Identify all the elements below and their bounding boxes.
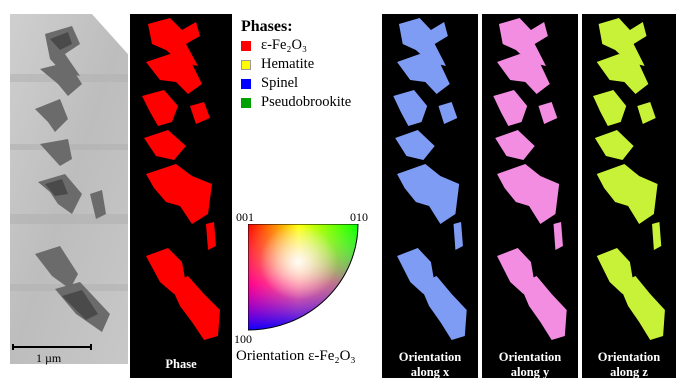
orientation-z-label-line2: along z [610, 365, 648, 378]
scale-bar-label: 1 µm [36, 351, 62, 365]
scale-bar [12, 344, 94, 350]
ipf-key [247, 223, 360, 332]
legend-item: Spinel [241, 74, 381, 93]
orientation-z-label-line1: Orientation [597, 350, 661, 364]
tem-image-panel [10, 14, 128, 364]
scale-bar-tick-left [12, 344, 14, 350]
legend-swatch-pseudobrookite [241, 97, 251, 108]
legend-item: Hematite [241, 55, 381, 74]
ipf-color-key [247, 223, 359, 331]
legend-title: Phases: [241, 18, 293, 35]
phase-map [142, 18, 220, 340]
phase-panel: Phase [130, 14, 232, 378]
orientation-z-map [593, 18, 665, 340]
scale-bar-tick-right [90, 344, 92, 350]
legend-label: ε-Fe₂O₃ [261, 37, 307, 53]
legend-label: Spinel [261, 75, 299, 91]
orientation-x-map [393, 18, 467, 340]
legend: Phases: ε-Fe₂O₃ Hematite Spinel Pseudobr… [241, 18, 381, 112]
orientation-z-panel: Orientation along z [582, 14, 676, 378]
legend-swatch-spinel [241, 78, 251, 89]
ipf-corner-100: 100 [234, 332, 252, 346]
scale-bar-line [12, 346, 92, 348]
orientation-y-label-line2: along y [510, 365, 550, 378]
legend-label: Pseudobrookite [261, 94, 352, 110]
tem-micrograph [10, 14, 128, 364]
orientation-y-map [493, 18, 567, 340]
orientation-x-panel: Orientation along x [382, 14, 478, 378]
legend-label: Hematite [261, 56, 315, 72]
legend-item: ε-Fe₂O₃ [241, 36, 381, 55]
legend-swatch-hematite [241, 59, 251, 70]
legend-item: Pseudobrookite [241, 93, 381, 112]
orientation-x-label-line1: Orientation [398, 350, 462, 364]
orientation-y-panel: Orientation along y [482, 14, 578, 378]
phase-panel-label: Phase [165, 357, 197, 371]
orientation-y-label-line1: Orientation [498, 350, 562, 364]
ipf-corner-010: 010 [350, 210, 368, 224]
ipf-corner-001: 001 [236, 210, 254, 224]
ipf-caption: Orientation ε-Fe₂O₃ [236, 348, 356, 364]
legend-swatch-epsilon [241, 40, 251, 51]
orientation-x-label-line2: along x [410, 365, 450, 378]
